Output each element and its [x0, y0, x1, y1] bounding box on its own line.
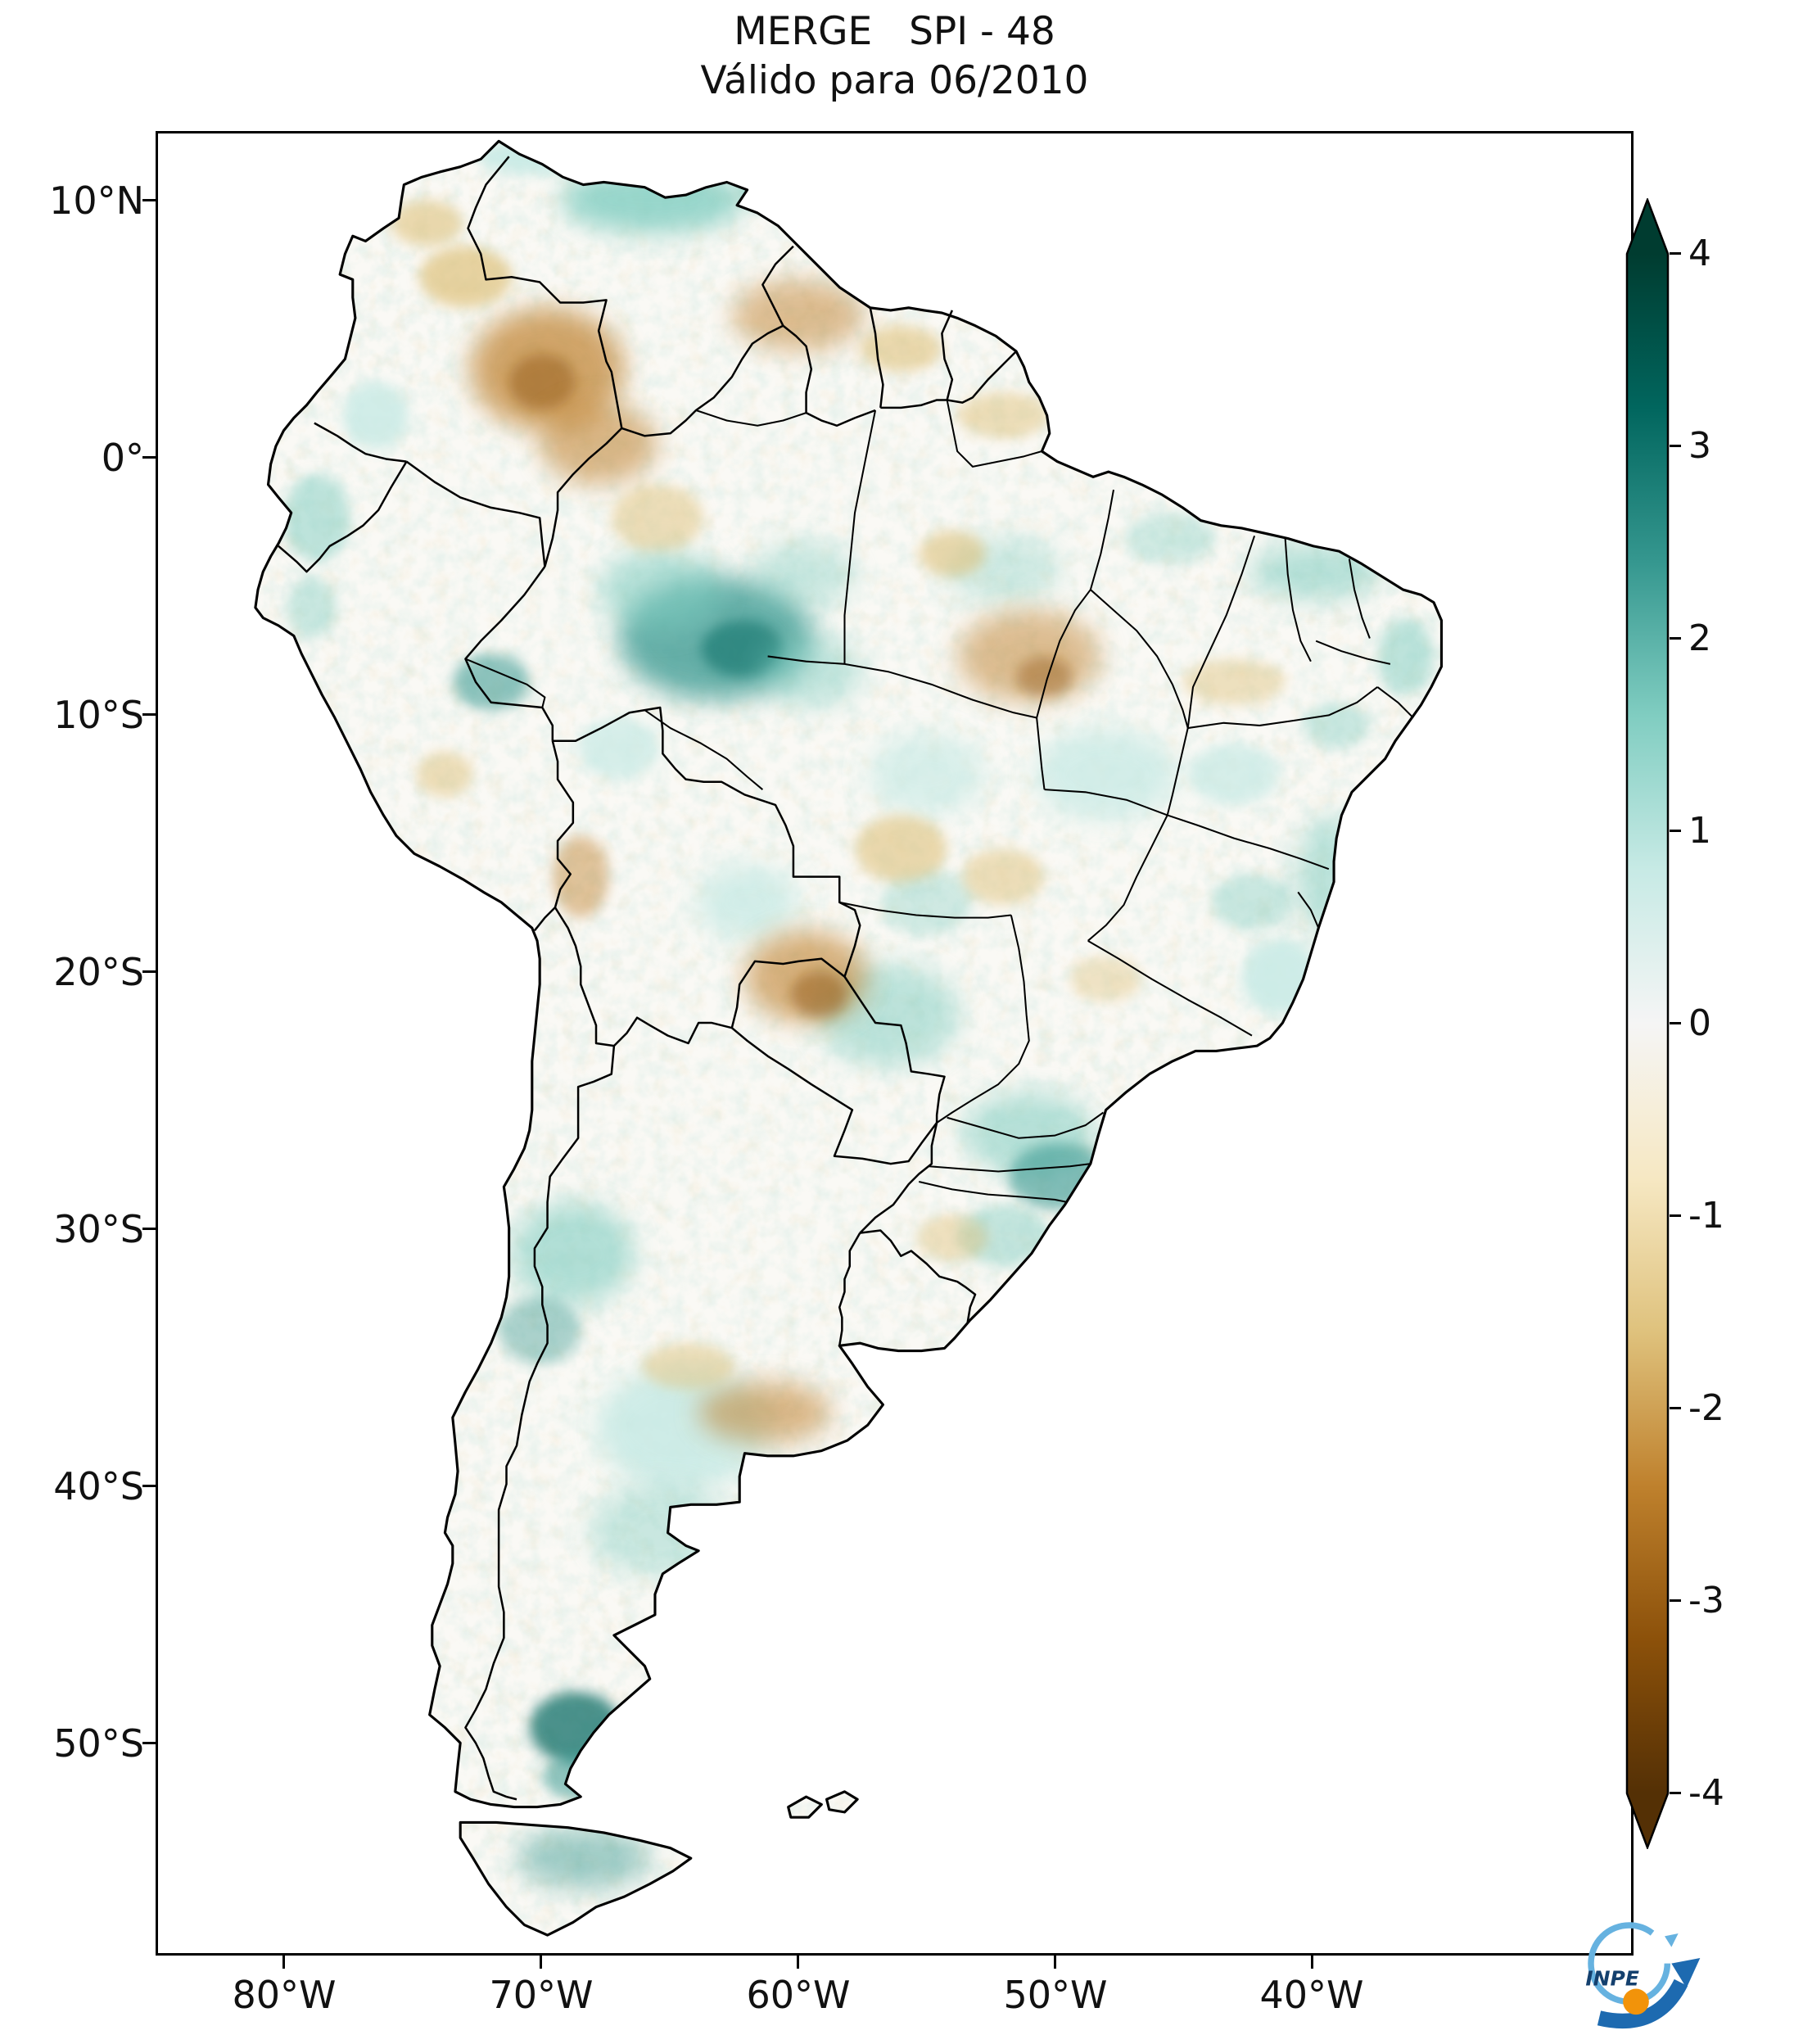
colorbar-tick-mark	[1670, 445, 1681, 447]
y-tick-mark	[142, 199, 156, 201]
state-borders	[465, 400, 1414, 1204]
country-borders	[278, 156, 1017, 1801]
figure-title: MERGE SPI - 48	[734, 9, 1055, 54]
colorbar-tick-mark	[1670, 1599, 1681, 1602]
spi-anomaly-field	[255, 141, 1442, 1936]
colorbar-tick-label: 2	[1688, 617, 1711, 659]
x-tick-label: 60°W	[746, 1973, 851, 2017]
logo-swirl-arrowhead-icon	[1665, 1933, 1679, 1947]
colorbar-tick-label: 4	[1688, 233, 1711, 274]
inpe-logo-text: INPE	[1585, 1966, 1639, 1990]
y-tick-mark	[142, 713, 156, 716]
coastline-outline	[254, 139, 1444, 1937]
south-america-map	[254, 139, 1444, 1937]
colorbar-tick-mark	[1670, 830, 1681, 832]
colorbar-gradient-bar	[1625, 198, 1670, 1849]
y-tick-mark	[142, 1742, 156, 1744]
y-tick-label: 50°S	[53, 1721, 144, 1766]
y-tick-label: 30°S	[53, 1207, 144, 1251]
y-tick-label: 20°S	[53, 950, 144, 994]
y-tick-label: 10°S	[53, 693, 144, 737]
x-tick-label: 50°W	[1003, 1973, 1108, 2017]
y-tick-mark	[142, 1485, 156, 1487]
colorbar-tick-label: 1	[1688, 810, 1711, 852]
y-tick-mark	[142, 456, 156, 459]
colorbar-tick-label: -1	[1688, 1195, 1724, 1237]
map-plot-area: INPE	[156, 131, 1701, 2029]
x-tick-mark	[1054, 1956, 1056, 1969]
y-tick-mark	[142, 970, 156, 973]
colorbar-tick-mark	[1670, 637, 1681, 640]
logo-arrow-icon	[1597, 1978, 1688, 2029]
y-tick-label: 40°S	[53, 1464, 144, 1508]
logo-arrowhead-icon	[1671, 1958, 1701, 1988]
x-tick-mark	[540, 1956, 542, 1969]
x-tick-label: 40°W	[1259, 1973, 1364, 2017]
colorbar-tick-label: -4	[1688, 1772, 1724, 1814]
colorbar-tick-mark	[1670, 1792, 1681, 1794]
inpe-logo: INPE	[1585, 1922, 1701, 2029]
x-tick-label: 70°W	[489, 1973, 594, 2017]
y-tick-mark	[142, 1228, 156, 1230]
colorbar-tick-label: -2	[1688, 1387, 1724, 1429]
x-tick-mark	[797, 1956, 799, 1969]
colorbar-tick-mark	[1670, 1022, 1681, 1024]
colorbar-tick-mark	[1670, 1407, 1681, 1409]
colorbar-tick-label: 0	[1688, 1002, 1711, 1044]
colorbar-tick-label: -3	[1688, 1580, 1724, 1621]
colorbar-tick-mark	[1670, 252, 1681, 255]
colorbar-tick-mark	[1670, 1214, 1681, 1217]
figure-subtitle: Válido para 06/2010	[700, 58, 1089, 103]
colorbar	[1625, 198, 1670, 1849]
colorbar-tick-label: 3	[1688, 425, 1711, 467]
y-tick-label: 0°	[101, 436, 144, 480]
logo-orange-ball-icon	[1623, 1988, 1649, 2015]
x-tick-label: 80°W	[232, 1973, 337, 2017]
x-tick-mark	[282, 1956, 285, 1969]
x-tick-mark	[1311, 1956, 1313, 1969]
y-tick-label: 10°N	[49, 179, 144, 223]
